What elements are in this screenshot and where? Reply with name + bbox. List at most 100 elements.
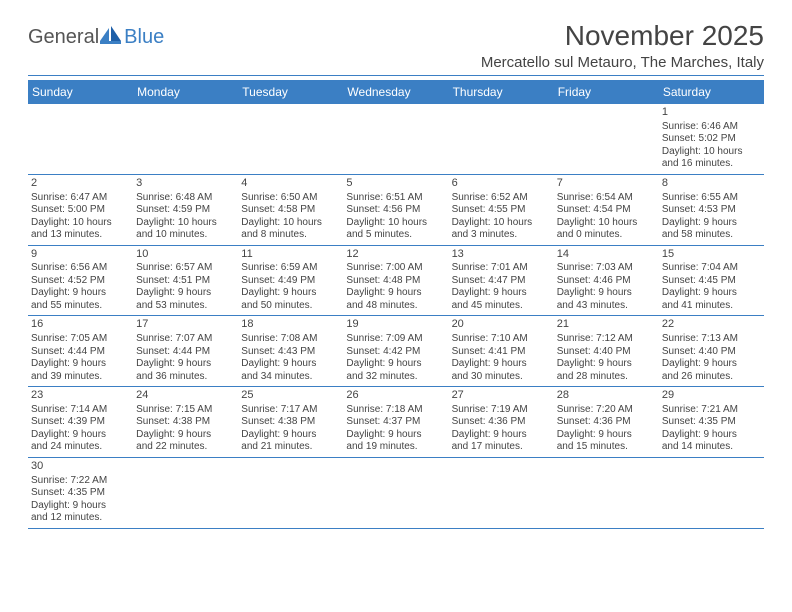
day-detail: Sunset: 4:46 PM <box>557 275 656 288</box>
day-detail: Sunrise: 6:54 AM <box>557 192 656 205</box>
day-detail: Daylight: 9 hours <box>136 358 235 371</box>
day-detail: and 19 minutes. <box>346 441 445 454</box>
day-cell: 30Sunrise: 7:22 AMSunset: 4:35 PMDayligh… <box>28 458 133 528</box>
day-detail: Sunset: 4:44 PM <box>31 346 130 359</box>
day-number: 9 <box>31 248 130 262</box>
day-detail: Daylight: 9 hours <box>452 358 551 371</box>
page: General Blue November 2025 Mercatello su… <box>0 0 792 529</box>
day-detail: Sunset: 4:36 PM <box>557 416 656 429</box>
page-title: November 2025 <box>481 20 764 52</box>
divider <box>28 75 764 76</box>
day-cell: 4Sunrise: 6:50 AMSunset: 4:58 PMDaylight… <box>238 175 343 245</box>
day-detail: Sunset: 4:44 PM <box>136 346 235 359</box>
header: General Blue November 2025 Mercatello su… <box>28 20 764 71</box>
day-detail: Sunset: 5:00 PM <box>31 204 130 217</box>
logo-text-blue: Blue <box>124 26 164 49</box>
day-cell: 9Sunrise: 6:56 AMSunset: 4:52 PMDaylight… <box>28 246 133 316</box>
day-cell: 2Sunrise: 6:47 AMSunset: 5:00 PMDaylight… <box>28 175 133 245</box>
day-number: 8 <box>662 177 761 191</box>
week-row: 9Sunrise: 6:56 AMSunset: 4:52 PMDaylight… <box>28 246 764 317</box>
day-cell <box>449 104 554 174</box>
day-header-sun: Sunday <box>28 80 133 104</box>
day-detail: and 55 minutes. <box>31 300 130 313</box>
day-detail: Sunrise: 7:04 AM <box>662 262 761 275</box>
day-number: 5 <box>346 177 445 191</box>
day-detail: and 34 minutes. <box>241 371 340 384</box>
day-cell: 21Sunrise: 7:12 AMSunset: 4:40 PMDayligh… <box>554 316 659 386</box>
day-detail: Sunset: 4:39 PM <box>31 416 130 429</box>
day-header-fri: Friday <box>554 80 659 104</box>
day-number: 18 <box>241 318 340 332</box>
day-detail: Sunset: 4:51 PM <box>136 275 235 288</box>
day-detail: and 14 minutes. <box>662 441 761 454</box>
day-detail: Sunrise: 6:55 AM <box>662 192 761 205</box>
day-cell <box>449 458 554 528</box>
day-cell: 22Sunrise: 7:13 AMSunset: 4:40 PMDayligh… <box>659 316 764 386</box>
day-detail: Sunrise: 6:56 AM <box>31 262 130 275</box>
day-detail: Daylight: 9 hours <box>346 358 445 371</box>
day-detail: Daylight: 10 hours <box>346 217 445 230</box>
day-detail: Daylight: 10 hours <box>452 217 551 230</box>
day-detail: Sunset: 4:48 PM <box>346 275 445 288</box>
day-detail: Sunrise: 6:50 AM <box>241 192 340 205</box>
day-number: 30 <box>31 460 130 474</box>
day-header-mon: Monday <box>133 80 238 104</box>
calendar: Sunday Monday Tuesday Wednesday Thursday… <box>28 80 764 529</box>
day-cell: 20Sunrise: 7:10 AMSunset: 4:41 PMDayligh… <box>449 316 554 386</box>
day-detail: and 13 minutes. <box>31 229 130 242</box>
day-detail: Sunset: 4:55 PM <box>452 204 551 217</box>
day-cell: 29Sunrise: 7:21 AMSunset: 4:35 PMDayligh… <box>659 387 764 457</box>
day-number: 19 <box>346 318 445 332</box>
day-number: 7 <box>557 177 656 191</box>
day-detail: and 0 minutes. <box>557 229 656 242</box>
day-detail: Sunset: 4:49 PM <box>241 275 340 288</box>
day-detail: and 12 minutes. <box>31 512 130 525</box>
day-detail: and 26 minutes. <box>662 371 761 384</box>
day-detail: Daylight: 9 hours <box>662 358 761 371</box>
day-cell: 11Sunrise: 6:59 AMSunset: 4:49 PMDayligh… <box>238 246 343 316</box>
day-number: 26 <box>346 389 445 403</box>
day-detail: Sunset: 4:59 PM <box>136 204 235 217</box>
day-detail: Sunrise: 6:52 AM <box>452 192 551 205</box>
day-number: 23 <box>31 389 130 403</box>
day-detail: and 22 minutes. <box>136 441 235 454</box>
day-detail: Sunrise: 7:12 AM <box>557 333 656 346</box>
day-detail: Sunrise: 6:59 AM <box>241 262 340 275</box>
day-cell: 25Sunrise: 7:17 AMSunset: 4:38 PMDayligh… <box>238 387 343 457</box>
day-cell: 15Sunrise: 7:04 AMSunset: 4:45 PMDayligh… <box>659 246 764 316</box>
day-cell <box>554 104 659 174</box>
day-detail: Sunset: 4:41 PM <box>452 346 551 359</box>
week-row: 16Sunrise: 7:05 AMSunset: 4:44 PMDayligh… <box>28 316 764 387</box>
day-number: 11 <box>241 248 340 262</box>
day-header-wed: Wednesday <box>343 80 448 104</box>
logo-text-general: General <box>28 26 99 49</box>
day-cell: 6Sunrise: 6:52 AMSunset: 4:55 PMDaylight… <box>449 175 554 245</box>
day-detail: Sunset: 4:56 PM <box>346 204 445 217</box>
day-detail: Sunrise: 7:14 AM <box>31 404 130 417</box>
day-number: 10 <box>136 248 235 262</box>
week-row: 30Sunrise: 7:22 AMSunset: 4:35 PMDayligh… <box>28 458 764 529</box>
day-number: 3 <box>136 177 235 191</box>
day-detail: Daylight: 9 hours <box>241 358 340 371</box>
week-row: 1Sunrise: 6:46 AMSunset: 5:02 PMDaylight… <box>28 104 764 175</box>
day-cell: 7Sunrise: 6:54 AMSunset: 4:54 PMDaylight… <box>554 175 659 245</box>
day-number: 28 <box>557 389 656 403</box>
day-detail: and 48 minutes. <box>346 300 445 313</box>
day-header-thu: Thursday <box>449 80 554 104</box>
day-detail: Sunrise: 7:13 AM <box>662 333 761 346</box>
day-cell <box>659 458 764 528</box>
day-detail: Sunset: 4:52 PM <box>31 275 130 288</box>
title-block: November 2025 Mercatello sul Metauro, Th… <box>481 20 764 71</box>
day-detail: and 43 minutes. <box>557 300 656 313</box>
day-detail: Sunset: 4:36 PM <box>452 416 551 429</box>
day-detail: Sunrise: 6:51 AM <box>346 192 445 205</box>
day-number: 1 <box>662 106 761 120</box>
day-detail: Daylight: 9 hours <box>557 429 656 442</box>
logo-sail-icon <box>100 26 122 49</box>
day-detail: Sunrise: 7:15 AM <box>136 404 235 417</box>
day-detail: and 24 minutes. <box>31 441 130 454</box>
day-detail: Sunset: 4:58 PM <box>241 204 340 217</box>
day-cell: 10Sunrise: 6:57 AMSunset: 4:51 PMDayligh… <box>133 246 238 316</box>
day-detail: Sunset: 4:35 PM <box>31 487 130 500</box>
day-cell: 24Sunrise: 7:15 AMSunset: 4:38 PMDayligh… <box>133 387 238 457</box>
